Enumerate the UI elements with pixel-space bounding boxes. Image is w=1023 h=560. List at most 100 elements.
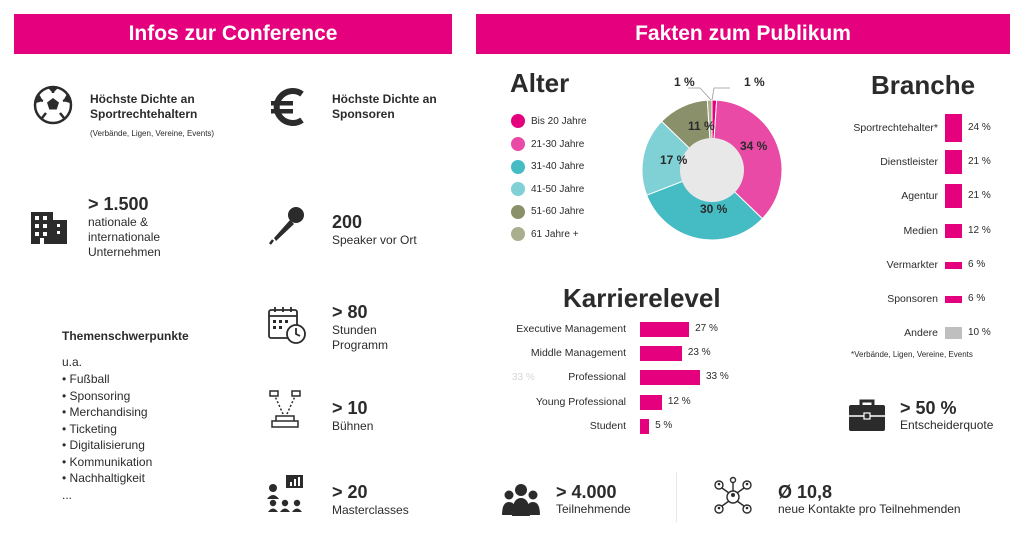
age-legend-swatch	[511, 204, 525, 219]
career-bar	[640, 394, 662, 410]
career-chart-title: Karrierelevel	[563, 283, 721, 313]
career-category-label: Executive Management	[516, 323, 626, 335]
career-category-label: Student	[589, 419, 626, 432]
soccer-ball-icon	[33, 85, 73, 125]
industry-bar	[945, 224, 962, 238]
topic-item: • Digitalisierung	[62, 438, 145, 452]
career-value-label: 33 %	[706, 371, 729, 383]
hours-text: Stunden Programm	[332, 323, 389, 352]
industry-bar	[945, 327, 962, 339]
decision-maker-value: > 50 %	[900, 398, 957, 418]
age-legend-label: Bis 20 Jahre	[531, 116, 587, 127]
topics-list: • Fußball • Sponsoring • Merchandising • Ti…	[62, 371, 242, 503]
masterclass-icon	[267, 475, 303, 512]
euro-icon	[271, 88, 304, 126]
career-category-label: Middle Management	[530, 347, 626, 360]
age-data-label: 1 %	[674, 75, 695, 89]
left-banner-title: Infos zur Conference	[128, 22, 338, 45]
age-data-label: 34 %	[740, 139, 768, 153]
contacts-text: neue Kontakte pro Teilnehmenden	[778, 502, 961, 516]
masterclasses-text: Masterclasses	[332, 503, 409, 517]
industry-value-label: 24 %	[968, 122, 991, 133]
age-legend-swatch	[511, 159, 525, 174]
age-legend-label: 41-50 Jahre	[531, 183, 585, 195]
age-data-label: 17 %	[660, 153, 688, 167]
topic-item: • Kommunikation	[62, 454, 153, 469]
microphone-icon	[269, 207, 304, 245]
topic-item: • Merchandising	[62, 405, 148, 419]
speakers-value: 200	[332, 212, 363, 232]
participants-text: Teilnehmende	[556, 502, 631, 516]
industry-category-label: Vermarkter	[886, 259, 938, 271]
audience-icon	[502, 484, 540, 516]
companies-value: > 1.500	[88, 194, 149, 214]
calendar-clock-icon	[268, 307, 306, 344]
industry-value-label: 21 %	[968, 190, 991, 201]
industry-value-label: 6 %	[968, 293, 986, 304]
network-icon	[714, 476, 752, 514]
left-banner: Infos zur Conference	[14, 14, 452, 54]
speakers-text: Speaker vor Ort	[332, 233, 417, 247]
career-category-label: Professional	[568, 371, 626, 384]
industry-value-label: 21 %	[968, 156, 991, 167]
age-legend-item: 31-40 Jahre	[511, 159, 584, 175]
companies-text: nationale & internationale Unternehmen	[88, 215, 161, 259]
industry-bar	[945, 295, 962, 303]
career-value-label: 27 %	[695, 323, 718, 334]
age-leader-line	[711, 87, 730, 101]
stages-value: > 10	[332, 398, 368, 418]
building-icon	[31, 212, 67, 244]
age-leader-line	[688, 87, 712, 101]
industry-bar	[945, 261, 962, 269]
industry-value-label: 12 %	[968, 225, 991, 236]
rights-holders-note: (Verbände, Ligen, Vereine, Events)	[90, 129, 215, 138]
topic-item: • Fußball	[62, 372, 110, 386]
industry-value-label: 6 %	[968, 259, 986, 270]
topic-item: • Nachhaltigkeit	[62, 471, 145, 485]
rights-holders-title: Höchste Dichte an Sportrechtehaltern	[90, 92, 198, 121]
age-legend-swatch	[511, 114, 525, 129]
industry-footnote: *Verbände, Ligen, Vereine, Events	[851, 350, 973, 359]
career-bar	[640, 418, 650, 434]
sponsors-title: Höchste Dichte an Sponsoren	[332, 92, 437, 121]
career-bar	[640, 346, 682, 362]
briefcase-icon	[849, 399, 885, 431]
masterclasses-value: > 20	[332, 482, 368, 502]
age-legend-label: 61 Jahre +	[531, 229, 579, 240]
topic-item: ...	[62, 487, 73, 502]
topic-item: • Ticketing	[62, 421, 117, 436]
age-legend-item: 51-60 Jahre	[511, 204, 584, 220]
age-legend-label: 31-40 Jahre	[531, 161, 585, 173]
career-bar	[640, 370, 700, 386]
age-legend-item: 21-30 Jahre	[511, 136, 585, 153]
right-banner: Fakten zum Publikum	[476, 14, 1010, 54]
age-pie-chart: 1 % 34 % 30 % 17 % 11 % 1 %	[641, 75, 783, 241]
age-legend-swatch	[511, 227, 525, 242]
age-chart-title: Alter	[510, 68, 570, 98]
industry-category-label: Agentur	[901, 190, 938, 202]
industry-category-label: Sportrechtehalter*	[853, 122, 938, 134]
age-legend-item: 61 Jahre +	[511, 227, 579, 243]
decision-maker-text: Entscheiderquote	[900, 418, 994, 432]
stage-icon	[269, 390, 301, 428]
age-data-label: 11 %	[688, 119, 715, 133]
age-legend-label: 51-60 Jahre	[531, 206, 585, 218]
career-value-label: 12 %	[667, 395, 691, 407]
age-legend-swatch	[511, 136, 525, 151]
topics-heading: Themenschwerpunkte	[62, 329, 189, 343]
stages-text: Bühnen	[332, 419, 374, 433]
career-bar	[640, 322, 690, 337]
career-value-label: 23 %	[687, 347, 711, 359]
right-banner-title: Fakten zum Publikum	[635, 22, 851, 45]
industry-bar	[945, 149, 962, 175]
career-value-label: 5 %	[655, 419, 673, 431]
age-legend-item: 41-50 Jahre	[511, 182, 584, 198]
bottom-divider	[676, 472, 677, 522]
topics-intro: u.a.	[62, 355, 83, 369]
age-legend-label: 21-30 Jahre	[531, 138, 585, 150]
contacts-value: Ø 10,8	[778, 482, 833, 502]
participants-value: > 4.000	[556, 482, 617, 502]
career-ghost-label: 33 %	[512, 372, 535, 383]
industry-chart-title: Branche	[871, 70, 976, 100]
industry-category-label: Andere	[904, 327, 938, 339]
